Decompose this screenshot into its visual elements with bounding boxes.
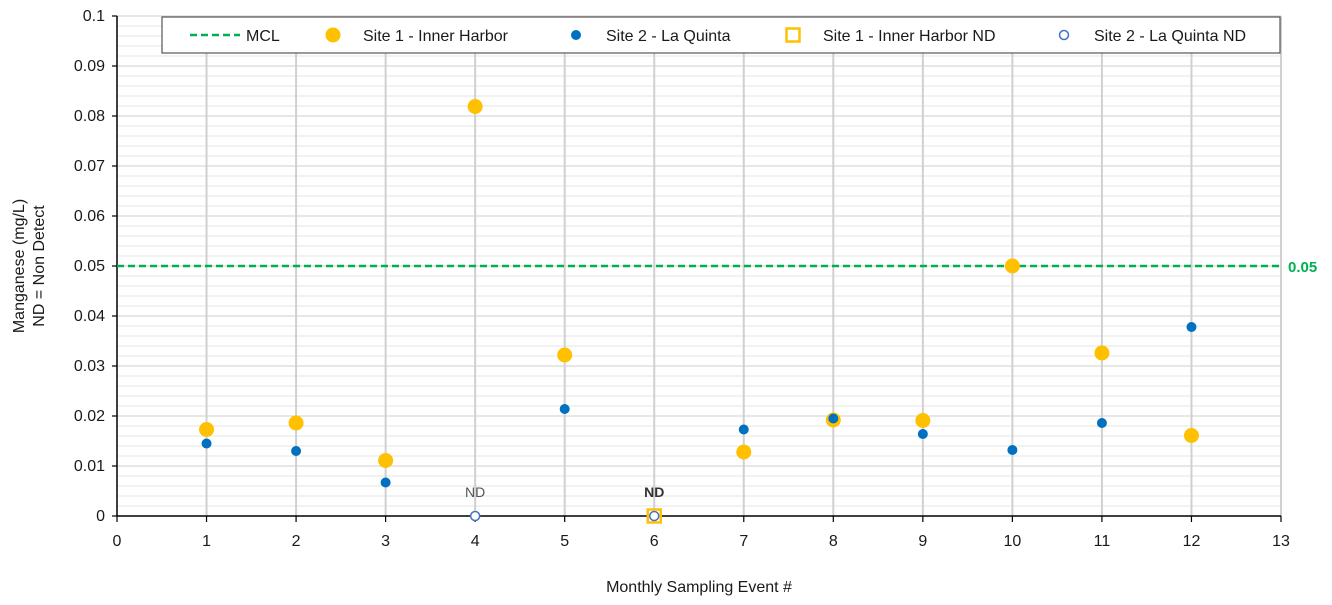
site2-point: [559, 404, 570, 414]
y-axis-title: Manganese (mg/L) ND = Non Detect: [11, 199, 48, 333]
x-tick-label: 6: [650, 533, 659, 550]
x-tick-label: 8: [829, 533, 838, 550]
y-tick-label: 0.02: [74, 408, 105, 425]
site1-point: [467, 99, 483, 114]
legend-label: Site 1 - Inner Harbor: [363, 28, 509, 45]
legend-label: MCL: [246, 28, 280, 45]
nd-annotation: ND: [465, 484, 485, 500]
site2-nd-point: [648, 510, 660, 522]
x-tick-label: 10: [1003, 533, 1021, 550]
x-tick-label: 11: [1094, 533, 1111, 550]
y-tick-label: 0.03: [74, 358, 105, 375]
site2-point: [1096, 418, 1107, 428]
x-tick-label: 13: [1272, 533, 1290, 550]
site1-point: [736, 444, 752, 460]
site2-point: [738, 424, 749, 435]
y-tick-label: 0.07: [74, 158, 105, 175]
site2-point: [828, 413, 839, 424]
site1-point: [1004, 258, 1020, 274]
x-tick-label: 3: [381, 533, 390, 550]
site1-point: [288, 415, 304, 431]
y-tick-label: 0.08: [74, 108, 105, 125]
legend-swatch: [325, 27, 341, 43]
y-tick-label: 0.1: [83, 8, 105, 25]
x-axis-title: Monthly Sampling Event #: [606, 579, 792, 596]
y-tick-label: 0.04: [74, 308, 105, 325]
y-axis-title-line: Manganese (mg/L): [11, 199, 28, 333]
y-tick-label: 0.05: [74, 258, 105, 275]
x-tick-label: 4: [471, 533, 480, 550]
x-tick-label: 2: [292, 533, 301, 550]
y-tick-label: 0.06: [74, 208, 105, 225]
x-tick-label: 5: [560, 533, 569, 550]
legend-swatch: [571, 30, 581, 40]
mcl-value-label: 0.05: [1288, 259, 1317, 276]
legend-label: Site 1 - Inner Harbor ND: [823, 28, 996, 45]
site2-point: [1186, 322, 1197, 332]
legend-label: Site 2 - La Quinta ND: [1094, 28, 1246, 45]
site1-point: [1094, 345, 1110, 361]
site1-point: [199, 422, 215, 437]
y-tick-label: 0.09: [74, 58, 105, 75]
legend-label: Site 2 - La Quinta: [606, 28, 731, 45]
y-tick-label: 0: [96, 508, 105, 525]
site2-point: [1007, 445, 1018, 455]
site1-point: [557, 347, 573, 363]
x-tick-label: 1: [202, 533, 211, 550]
x-tick-label: 9: [918, 533, 927, 550]
site1-point: [915, 413, 931, 428]
site2-point: [201, 438, 212, 449]
y-axis-title-line: ND = Non Detect: [31, 205, 48, 327]
site2-point: [291, 446, 302, 456]
nd-annotation: ND: [644, 484, 664, 500]
site2-nd-point: [469, 510, 481, 522]
y-tick-label: 0.01: [74, 458, 105, 475]
legend-swatch: [785, 27, 801, 43]
x-tick-label: 0: [113, 533, 122, 550]
site2-point: [917, 429, 928, 439]
x-tick-label: 7: [739, 533, 748, 550]
legend-box: [161, 16, 1281, 54]
site2-point: [380, 477, 391, 488]
legend-swatch: [1058, 29, 1070, 41]
site1-point: [1183, 428, 1199, 443]
x-tick-label: 12: [1183, 533, 1201, 550]
site1-point: [378, 453, 394, 468]
